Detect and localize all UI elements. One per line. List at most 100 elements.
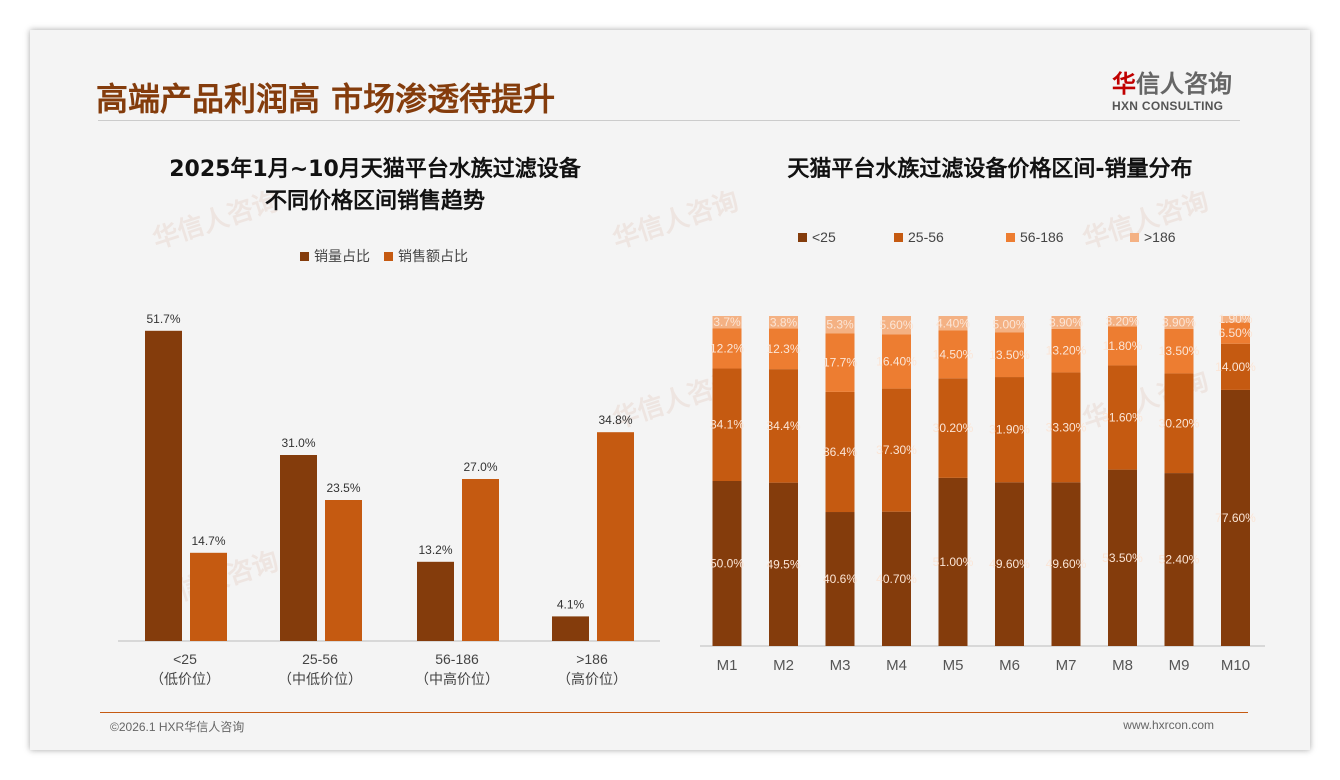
data-label: 3.7% <box>713 315 741 329</box>
data-label: 34.1% <box>710 418 744 432</box>
stack-segment-56-186 <box>769 328 798 370</box>
legend-item: 25-56 <box>894 229 1006 245</box>
data-label: 16.40% <box>876 355 917 369</box>
data-label: 17.7% <box>823 356 857 370</box>
data-label: 3.90% <box>1049 315 1083 329</box>
stack-segment->186 <box>825 316 855 334</box>
title-divider <box>98 120 1240 121</box>
data-label: 4.1% <box>557 597 585 611</box>
x-tick-sublabel: （低价位） <box>150 671 220 687</box>
stack-segment->186 <box>938 316 968 331</box>
x-tick-sublabel: （中低价位） <box>278 671 362 687</box>
legend-item: 销售额占比 <box>384 246 468 266</box>
data-label: 3.20% <box>1105 314 1139 328</box>
stack-segment-<25 <box>1108 469 1137 646</box>
stack-segment-<25 <box>938 477 968 646</box>
data-label: 23.5% <box>326 481 360 495</box>
data-label: 51.7% <box>146 312 180 326</box>
x-tick-sublabel: （高价位） <box>557 671 627 687</box>
stack-segment->186 <box>995 316 1024 333</box>
x-tick-label: M10 <box>1221 657 1250 674</box>
data-label: 31.90% <box>989 423 1030 437</box>
data-label: 40.6% <box>823 572 857 586</box>
footer-copyright: ©2026.1 HXR华信人咨询 <box>110 720 245 734</box>
data-label: 13.20% <box>1046 344 1087 358</box>
legend-item: 销量占比 <box>300 246 370 266</box>
data-label: 12.3% <box>766 342 800 356</box>
chart2-legend: <25 25-56 56-186 >186 <box>798 229 1176 245</box>
logo-cn-red: 华 <box>1112 70 1136 98</box>
slide <box>30 30 1310 750</box>
stack-segment-<25 <box>1221 389 1250 646</box>
bar-销量占比 <box>145 330 182 641</box>
stack-segment-56-186 <box>1221 322 1250 344</box>
data-label: 34.4% <box>766 419 800 433</box>
data-label: 13.50% <box>1159 344 1200 358</box>
chart2-title: 天猫平台水族过滤设备价格区间-销量分布 <box>787 157 1193 182</box>
data-label: 4.40% <box>936 316 970 330</box>
data-label: 49.60% <box>989 557 1030 571</box>
logo-cn: 信人咨询 <box>1136 70 1232 98</box>
data-label: 13.50% <box>989 348 1030 362</box>
bar-销量占比 <box>280 455 317 641</box>
data-label: 51.00% <box>933 555 974 569</box>
stack-segment-56-186 <box>1108 326 1137 366</box>
data-label: 5.3% <box>826 318 854 332</box>
data-label: 5.60% <box>879 318 913 332</box>
stack-segment-25-56 <box>1108 365 1137 470</box>
stack-segment->186 <box>1108 316 1137 327</box>
data-label: 53.50% <box>1102 551 1143 565</box>
legend-item: <25 <box>798 229 894 245</box>
data-label: 30.20% <box>933 421 974 435</box>
stack-segment-56-186 <box>1164 328 1194 374</box>
x-tick-label: >186 <box>576 651 608 667</box>
stack-segment-25-56 <box>938 378 968 478</box>
data-label: 33.30% <box>1046 420 1087 434</box>
legend-item: >186 <box>1130 229 1176 245</box>
footer-line <box>100 712 1248 713</box>
stack-segment-<25 <box>995 482 1024 646</box>
stack-segment-<25 <box>712 481 742 646</box>
data-label: 12.2% <box>710 341 744 355</box>
data-label: 14.7% <box>191 534 225 548</box>
x-tick-label: 25-56 <box>302 651 338 667</box>
stack-segment-25-56 <box>825 391 855 513</box>
x-tick-label: M8 <box>1112 657 1133 674</box>
bar-销售额占比 <box>462 479 499 641</box>
data-label: 5.00% <box>992 317 1026 331</box>
stack-segment-25-56 <box>769 369 798 483</box>
data-label: 14.00% <box>1215 360 1256 374</box>
bar-销售额占比 <box>190 552 227 641</box>
stack-segment-25-56 <box>1051 372 1081 483</box>
stack-segment-25-56 <box>1221 343 1250 390</box>
data-label: 40.70% <box>876 572 917 586</box>
chart1-title-line1: 2025年1月~10月天猫平台水族过滤设备 <box>169 157 581 182</box>
stack-segment-56-186 <box>825 333 855 392</box>
stack-segment-<25 <box>882 511 911 646</box>
x-tick-label: M4 <box>886 657 907 674</box>
x-tick-label: M2 <box>773 657 794 674</box>
data-label: 34.8% <box>598 413 632 427</box>
stack-segment->186 <box>882 316 911 335</box>
stack-segment->186 <box>769 316 798 329</box>
x-tick-label: M3 <box>830 657 851 674</box>
data-label: 49.60% <box>1046 557 1087 571</box>
bar-销量占比 <box>552 616 589 641</box>
page-title: 高端产品利润高 市场渗透待提升 <box>96 80 556 118</box>
x-tick-label: M6 <box>999 657 1020 674</box>
data-label: 77.60% <box>1215 511 1256 525</box>
stack-segment-56-186 <box>995 332 1024 378</box>
data-label: 49.5% <box>766 557 800 571</box>
data-label: 11.80% <box>1103 339 1143 353</box>
data-label: 3.8% <box>770 315 798 329</box>
stack-segment-56-186 <box>882 334 911 389</box>
footer-url: www.hxrcon.com <box>1123 718 1214 732</box>
bar-销量占比 <box>417 561 454 641</box>
data-label: 31.60% <box>1102 411 1143 425</box>
chart1-legend: 销量占比 销售额占比 <box>300 246 468 266</box>
x-tick-label: <25 <box>173 651 197 667</box>
bar-销售额占比 <box>597 432 634 641</box>
x-tick-label: M9 <box>1169 657 1190 674</box>
data-label: 27.0% <box>463 460 497 474</box>
bar-销售额占比 <box>325 500 362 641</box>
